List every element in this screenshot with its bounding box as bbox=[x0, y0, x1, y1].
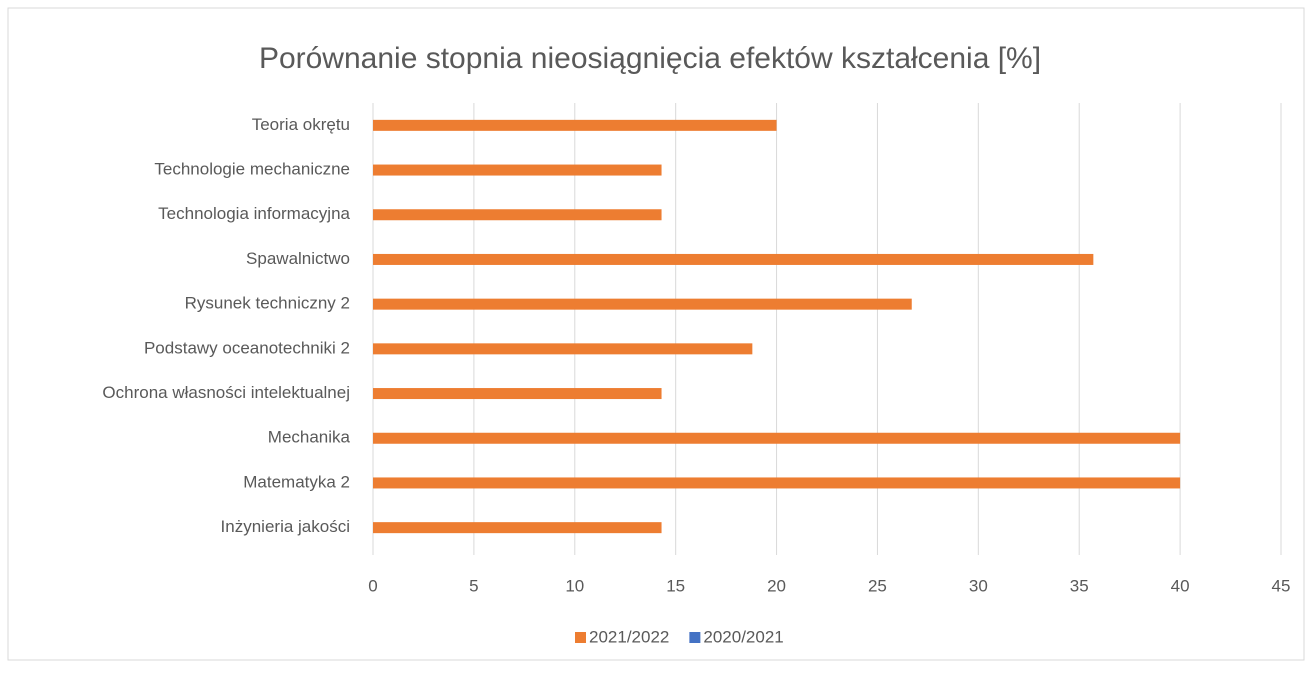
bar bbox=[373, 119, 777, 131]
y-tick-label: Matematyka 2 bbox=[243, 472, 350, 491]
y-tick-label: Ochrona własności intelektualnej bbox=[102, 383, 350, 402]
x-tick-label: 30 bbox=[969, 576, 988, 595]
chart-border bbox=[7, 7, 1305, 661]
x-tick-label: 40 bbox=[1171, 576, 1190, 595]
bar bbox=[373, 298, 912, 310]
y-tick-label: Mechanika bbox=[268, 428, 351, 447]
chart-title: Porównanie stopnia nieosiągnięcia efektó… bbox=[259, 42, 1041, 75]
x-tick-label: 25 bbox=[868, 576, 887, 595]
y-tick-label: Teoria okrętu bbox=[252, 115, 350, 134]
y-tick-label: Inżynieria jakości bbox=[221, 517, 350, 536]
x-tick-label: 45 bbox=[1272, 576, 1291, 595]
legend-swatch bbox=[689, 632, 701, 643]
bar bbox=[373, 343, 753, 355]
y-tick-label: Rysunek techniczny 2 bbox=[185, 294, 350, 313]
legend-swatch bbox=[575, 632, 586, 643]
legend-label: 2021/2022 bbox=[589, 627, 669, 646]
x-tick-label: 5 bbox=[469, 576, 478, 595]
x-tick-label: 0 bbox=[368, 576, 377, 595]
bar bbox=[373, 253, 1094, 265]
x-tick-label: 35 bbox=[1070, 576, 1089, 595]
bar bbox=[373, 477, 1181, 489]
y-tick-label: Technologie mechaniczne bbox=[154, 160, 350, 179]
y-tick-label: Technologia informacyjna bbox=[158, 204, 350, 223]
bar bbox=[373, 388, 662, 400]
bar bbox=[373, 522, 662, 534]
y-tick-label: Spawalnictwo bbox=[246, 249, 350, 268]
x-tick-label: 15 bbox=[666, 576, 685, 595]
y-tick-label: Podstawy oceanotechniki 2 bbox=[144, 338, 350, 357]
legend-label: 2020/2021 bbox=[703, 627, 783, 646]
x-tick-label: 20 bbox=[767, 576, 786, 595]
bar bbox=[373, 209, 662, 221]
bar bbox=[373, 432, 1181, 444]
x-tick-label: 10 bbox=[565, 576, 584, 595]
bar bbox=[373, 164, 662, 176]
